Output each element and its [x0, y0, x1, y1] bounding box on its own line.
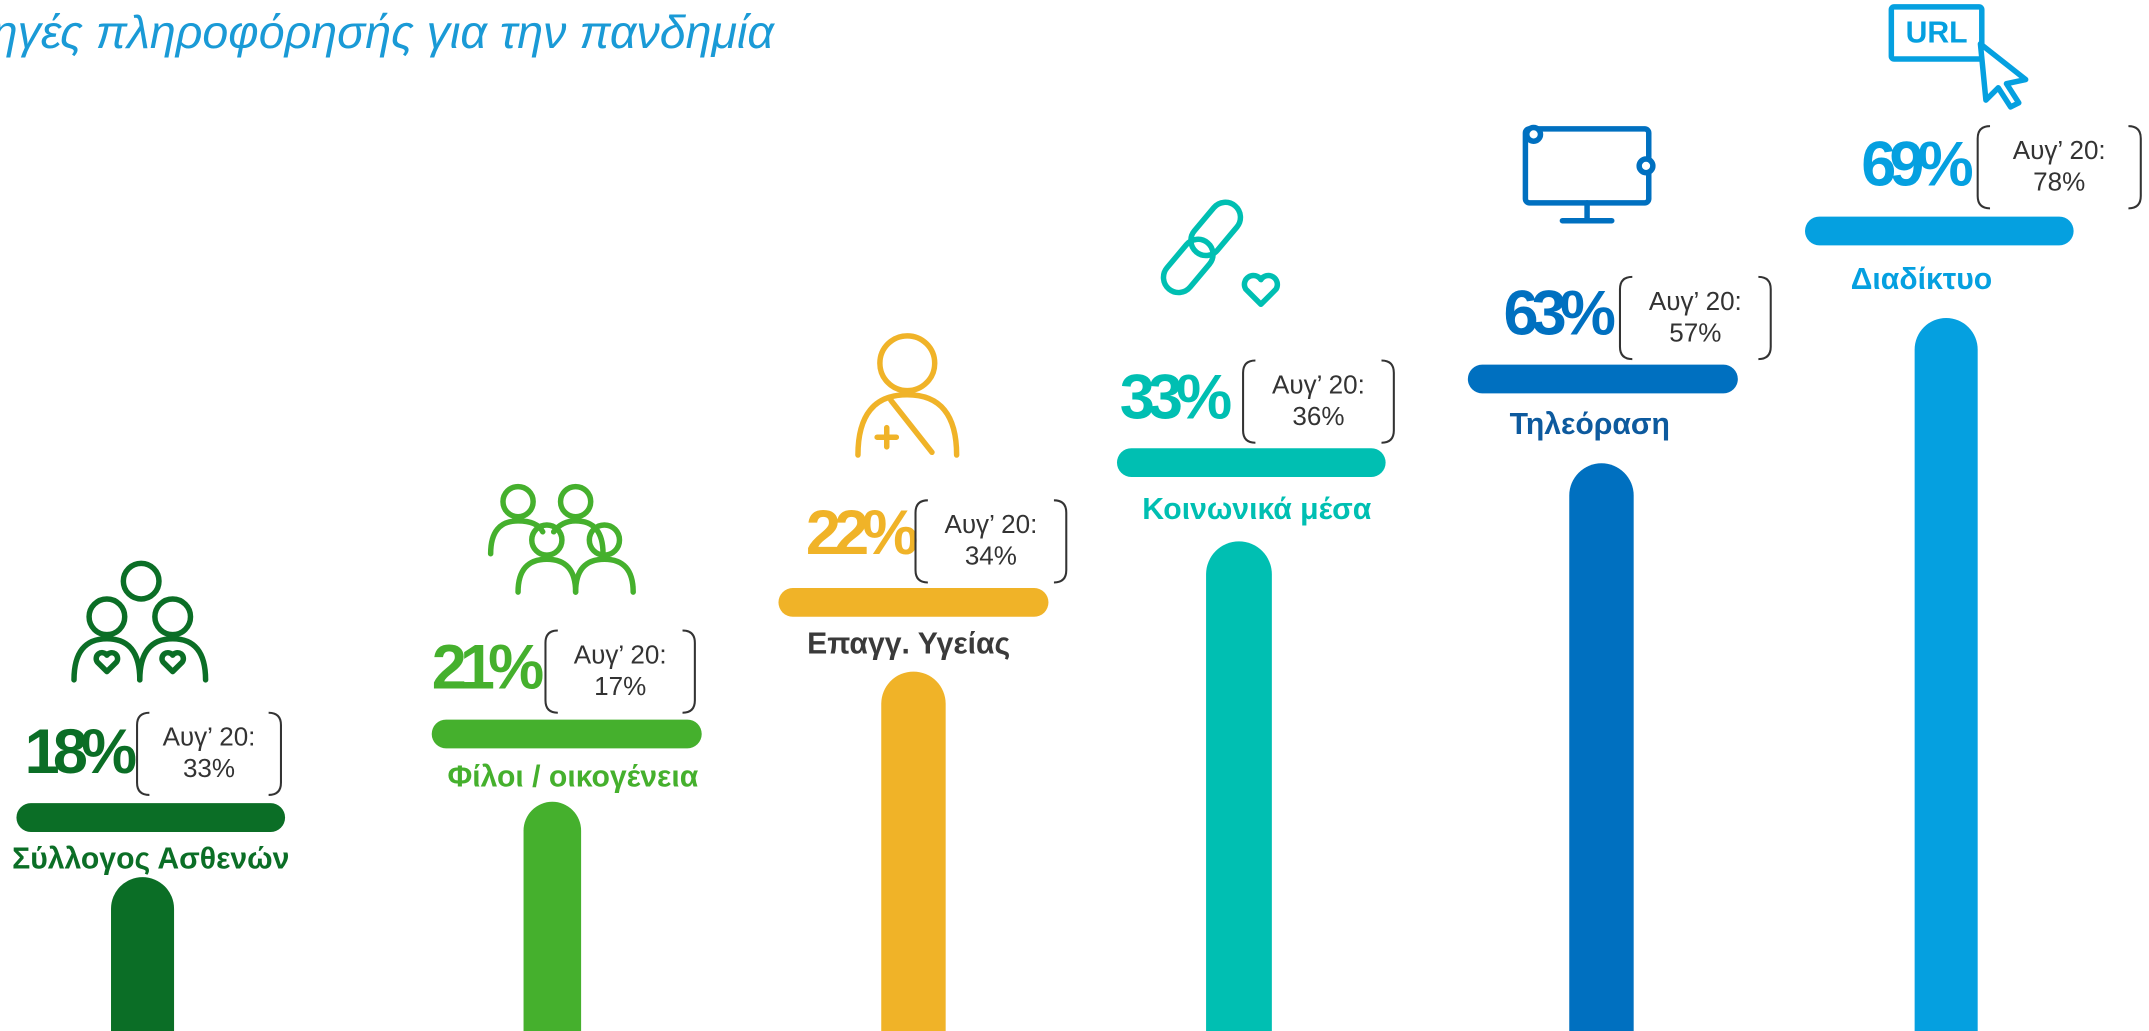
percent: 18% [25, 717, 136, 787]
previous-value: 36% [1292, 401, 1344, 431]
percent: 63% [1503, 279, 1614, 349]
patients-icon [71, 560, 209, 683]
bracket-right [268, 711, 282, 796]
bracket-right [2128, 125, 2142, 210]
source-label: Φίλοι / οικογένεια [448, 760, 699, 793]
bracket-left [914, 499, 928, 584]
health-professional-icon [855, 333, 960, 458]
previous-label: Αυγ’ 20: [163, 722, 256, 752]
tv-icon [1522, 124, 1656, 224]
source-label: Κοινωνικά μέσα [1142, 493, 1372, 526]
percent: 33% [1120, 362, 1231, 432]
previous-value: 78% [2033, 167, 2085, 197]
platform [431, 719, 702, 749]
previous-value: 34% [965, 541, 1017, 571]
percent: 69% [1861, 129, 1972, 199]
platform [16, 803, 286, 832]
platform [1467, 364, 1738, 394]
pillar [1206, 541, 1272, 1031]
percent: 22% [806, 498, 917, 568]
title: ηγές πληροφόρησής για την πανδημία [0, 6, 775, 58]
pillar [1569, 463, 1634, 1031]
bracket-right [1053, 499, 1068, 584]
previous-label: Αυγ’ 20: [944, 509, 1037, 539]
percent: 21% [432, 632, 543, 702]
bracket-left [1242, 359, 1256, 444]
url-text: URL [1906, 16, 1968, 49]
pillar [111, 877, 175, 1031]
previous-value: 57% [1669, 317, 1721, 347]
source-label: Επαγγ. Υγείας [807, 628, 1010, 661]
bracket-left [1976, 125, 1991, 210]
bracket-left [1618, 275, 1633, 361]
pillar [881, 671, 946, 1031]
source-label: Τηλεόραση [1510, 408, 1670, 441]
previous-value: 17% [594, 671, 646, 701]
bracket-right [1758, 275, 1772, 361]
source-label: Σύλλογος Ασθενών [12, 843, 289, 876]
family-icon [487, 483, 636, 595]
previous-value: 33% [183, 753, 235, 783]
previous-label: Αυγ’ 20: [1649, 286, 1742, 316]
pillar [523, 801, 582, 1031]
bracket-right [1381, 359, 1395, 444]
platform [1116, 448, 1386, 477]
pillar [1914, 318, 1978, 1031]
platform [1804, 216, 2074, 246]
previous-label: Αυγ’ 20: [2013, 135, 2106, 165]
url-icon [1888, 4, 2029, 110]
previous-label: Αυγ’ 20: [1272, 369, 1365, 399]
source-label: Διαδίκτυο [1851, 263, 1992, 296]
bracket-left [544, 629, 558, 714]
social-media-icon [1160, 199, 1281, 308]
bracket-left [136, 711, 150, 796]
platform [778, 588, 1049, 617]
previous-label: Αυγ’ 20: [574, 639, 667, 669]
bracket-right [682, 629, 696, 714]
